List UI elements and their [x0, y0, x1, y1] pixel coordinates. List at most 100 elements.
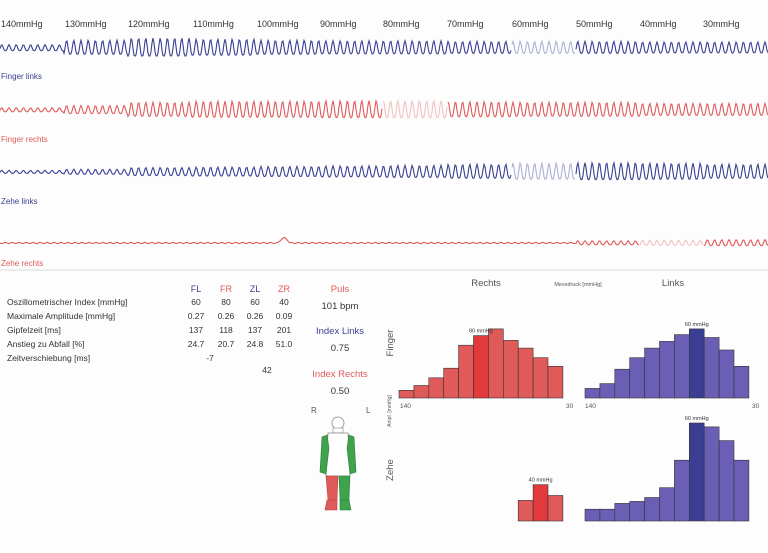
histogram-bar: [718, 440, 735, 522]
table-cell: 51.0: [276, 339, 293, 349]
histogram-bar: [674, 334, 690, 399]
waveform-trace: [0, 160, 768, 181]
histogram-bar: [733, 365, 750, 399]
pressure-label: 60mmHg: [512, 19, 549, 29]
table-row-label: Oszillometrischer Index [mmHg]: [7, 297, 127, 307]
row-title-finger: Finger: [385, 330, 396, 357]
y-axis-label: Ampl. [mmHg]: [387, 395, 393, 427]
trace-label: Zehe links: [1, 197, 37, 206]
trace-label: Zehe rechts: [1, 259, 43, 268]
histogram-bar: [547, 365, 564, 399]
histogram-bar: [688, 328, 705, 399]
table-cell: 0.26: [218, 311, 235, 321]
index-links-label: Index Links: [316, 326, 364, 337]
waveform-trace-faded: [511, 161, 576, 180]
histogram-bar: [473, 335, 489, 399]
pressure-label: 130mmHg: [65, 19, 107, 29]
pressure-label: 50mmHg: [576, 19, 613, 29]
body-figure: R L: [311, 406, 371, 511]
histogram-bar: [644, 347, 660, 399]
figure-torso: [325, 432, 351, 477]
figure-neck: [332, 427, 344, 434]
table-cell: 201: [277, 325, 291, 335]
extra-value: 42: [262, 365, 272, 375]
histogram-bar: [443, 367, 459, 399]
figure-left-arm: [346, 434, 357, 475]
histogram-bar: [718, 349, 735, 399]
pressure-label: 100mmHg: [257, 19, 299, 29]
table-row-label: Anstieg zu Abfall [%]: [7, 339, 85, 349]
axis-right-rechts: 30: [566, 403, 574, 410]
puls-label: Puls: [331, 284, 350, 295]
table-cell: 80: [221, 297, 231, 307]
figure-left-foot: [339, 499, 352, 511]
table-cell: 60: [250, 297, 260, 307]
table-cell: 20.7: [218, 339, 235, 349]
index-links-value: 0.75: [331, 343, 350, 354]
pressure-scale: 140mmHg 130mmHg 120mmHg 110mmHg 100mmHg 90mmH…: [1, 19, 740, 29]
col-title-rechts: Rechts: [471, 278, 501, 289]
trace-label: Finger links: [1, 72, 42, 81]
table-cell: -7: [206, 353, 214, 363]
waveform-trace: [0, 236, 768, 247]
table-cell: 0.27: [188, 311, 205, 321]
waveform-trace-faded: [382, 98, 448, 119]
table-cell: 24.7: [188, 339, 205, 349]
puls-value: 101 bpm: [322, 301, 359, 312]
pressure-label: 90mmHg: [320, 19, 357, 29]
metrics-table: FL FR ZL ZR Oszillometrischer Index [mmHg] 60…: [7, 284, 293, 375]
highlight-label: 60 mmHg: [685, 322, 709, 328]
histogram-bar: [674, 459, 690, 522]
histogram-bar: [488, 328, 504, 399]
table-header: ZR: [278, 284, 290, 294]
col-title-links: Links: [662, 278, 684, 289]
axis-right-links: 30: [752, 403, 760, 410]
histogram-bar: [599, 383, 616, 399]
histogram-panel: Rechts Messdruck [mmHg] Links Finger Zeh…: [385, 278, 760, 522]
histogram-bar: [584, 508, 601, 522]
histogram-bar: [517, 500, 534, 522]
pressure-label: 110mmHg: [193, 19, 234, 29]
body-left-label: L: [366, 406, 371, 415]
table-cell: 60: [191, 297, 201, 307]
histogram-bar: [532, 357, 549, 399]
highlight-label: 40 mmHg: [529, 478, 553, 484]
table-row-label: Gipfelzeit [ms]: [7, 325, 61, 335]
histogram-bar: [733, 459, 750, 522]
waveform-traces: Finger links Finger rechts Zehe links Zehe …: [0, 37, 768, 268]
body-right-label: R: [311, 406, 317, 415]
table-cell: 0.26: [247, 311, 264, 321]
pressure-label: 70mmHg: [447, 19, 484, 29]
pressure-label: 40mmHg: [640, 19, 677, 29]
table-cell: 0.09: [276, 311, 293, 321]
figure-head: [331, 416, 345, 430]
histogram-bar: [584, 388, 601, 399]
pressure-label: 120mmHg: [128, 19, 170, 29]
figure-right-foot: [324, 499, 338, 511]
axis-left-links: 140: [585, 403, 596, 410]
waveform-trace: [0, 98, 768, 119]
histogram-bar: [644, 497, 660, 522]
figure-right-leg: [325, 475, 339, 501]
histogram-bar: [629, 357, 645, 399]
table-row-label: Zeitverschiebung [ms]: [7, 353, 90, 363]
figure-left-leg: [338, 475, 351, 501]
histogram-bar: [517, 347, 534, 399]
histogram-bar: [688, 422, 705, 522]
histogram-bar: [547, 495, 564, 522]
histogram-bar: [614, 503, 630, 522]
figure-right-arm: [319, 434, 330, 475]
histogram-bar: [614, 368, 630, 399]
histogram-bar: [703, 426, 720, 522]
messdruck-label: Messdruck [mmHg]: [554, 282, 602, 288]
waveform-trace-faded: [639, 239, 704, 246]
table-header: ZL: [250, 284, 261, 294]
pressure-label: 140mmHg: [1, 19, 43, 29]
table-cell: 118: [219, 325, 233, 335]
table-header: FR: [220, 284, 232, 294]
histogram-bar: [458, 344, 474, 399]
highlight-label: 80 mmHg: [469, 329, 493, 335]
pressure-label: 80mmHg: [383, 19, 420, 29]
waveform-trace-faded: [511, 39, 576, 55]
